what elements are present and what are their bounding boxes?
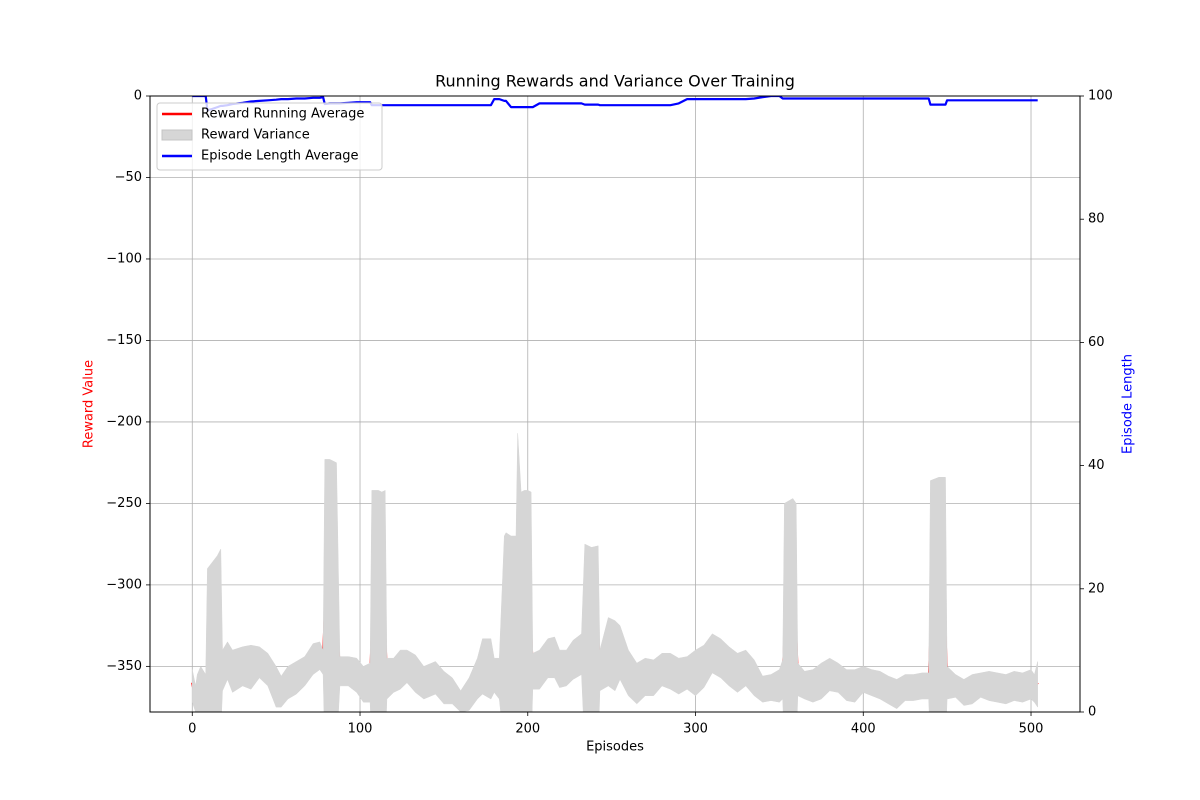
legend-label: Reward Running Average — [201, 107, 364, 122]
legend-label: Reward Variance — [201, 128, 310, 143]
variance-band — [192, 433, 1038, 712]
y-tick-label: −50 — [115, 170, 142, 185]
y-tick-label: −350 — [106, 659, 142, 674]
y-tick-label: 0 — [134, 89, 142, 104]
x-tick-label: 500 — [1019, 722, 1044, 737]
x-tick-label: 0 — [188, 722, 196, 737]
plot-area — [191, 96, 1039, 712]
y2-tick-label: 60 — [1088, 335, 1105, 350]
y2-axis-label: Episode Length — [1121, 354, 1136, 454]
x-tick-label: 200 — [515, 722, 540, 737]
legend-box — [156, 102, 383, 171]
y-tick-label: −300 — [106, 577, 142, 592]
x-axis-label: Episodes — [586, 740, 644, 755]
x-tick-label: 100 — [348, 722, 373, 737]
chart-title: Running Rewards and Variance Over Traini… — [435, 72, 795, 91]
y-tick-label: −200 — [106, 414, 142, 429]
x-tick-label: 300 — [683, 722, 708, 737]
y2-tick-label: 40 — [1088, 458, 1105, 473]
y2-tick-label: 20 — [1088, 581, 1105, 596]
legend-swatch — [161, 129, 193, 141]
legend: Reward Running Average Reward Variance Epi… — [156, 102, 383, 171]
y-tick-label: −250 — [106, 496, 142, 511]
series-line — [192, 96, 1038, 112]
y-tick-label: −150 — [106, 333, 142, 348]
y2-tick-label: 0 — [1088, 705, 1096, 720]
y2-tick-label: 80 — [1088, 212, 1105, 227]
x-tick-label: 400 — [851, 722, 876, 737]
y-tick-label: −100 — [106, 251, 142, 266]
legend-label: Episode Length Average — [201, 149, 359, 164]
y2-tick-label: 100 — [1088, 89, 1113, 104]
plot-frame — [149, 95, 1081, 713]
y-axis-label: Reward Value — [82, 360, 97, 448]
ticks: 0 100 200 300 400 500−350−300−250−200−150−100… — [106, 89, 1113, 737]
